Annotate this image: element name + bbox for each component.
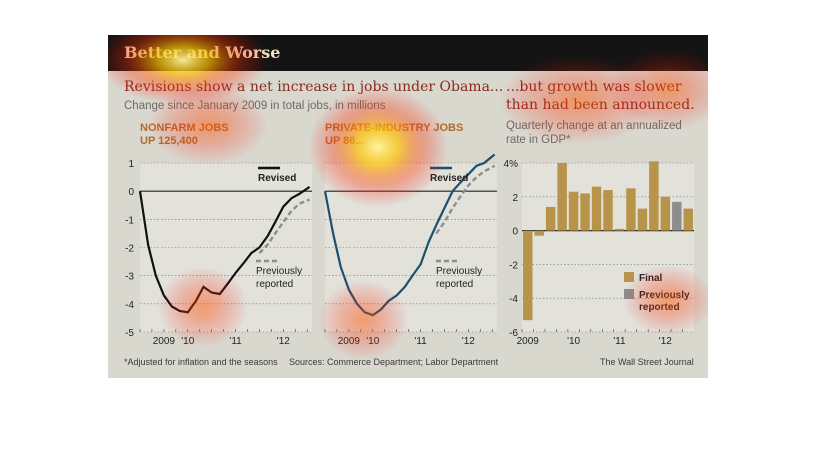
nonfarm-y-tick-label: -4	[125, 300, 134, 311]
private-legend-label-previous-1: Previously	[436, 266, 482, 277]
credit: The Wall Street Journal	[600, 357, 694, 367]
gdp-x-tick-label: '12	[659, 336, 672, 347]
gdp-bar	[683, 208, 693, 231]
nonfarm-series-line-previous	[258, 198, 311, 254]
gdp-bar	[649, 161, 659, 231]
charts-svg: -5 -4 -3 -2 -1 0 1 2009 '10 '11 '12 Revised Previous…	[125, 153, 694, 347]
private-x-tick-label: '11	[414, 336, 427, 347]
nonfarm-legend-label-previous-2: reported	[256, 279, 293, 290]
gdp-x-tick-label: '10	[567, 336, 580, 347]
nonfarm-y-tick-label: 0	[128, 187, 134, 198]
gdp-bar	[591, 186, 602, 231]
nonfarm-y-tick-label: 1	[128, 159, 134, 170]
private-x-tick-label: '12	[462, 336, 475, 347]
nonfarm-y-tick-label: -5	[125, 328, 134, 339]
gdp-y-tick-label: 4%	[504, 159, 519, 170]
nonfarm-x-tick-label: '11	[229, 336, 242, 347]
gdp-bar	[626, 188, 636, 231]
gdp-bar	[545, 206, 556, 231]
gdp-legend-label-final: Final	[639, 273, 663, 284]
gdp-bar	[637, 208, 648, 231]
gdp-y-tick-label: -2	[509, 260, 518, 271]
gdp-bar	[603, 190, 613, 231]
private-legend-label-previous-2: reported	[436, 279, 473, 290]
gdp-y-tick-label: 2	[512, 193, 518, 204]
gdp-legend-label-previous-2: reported	[639, 302, 680, 313]
gdp-bar	[672, 201, 682, 231]
nonfarm-x-tick-label: '10	[181, 336, 194, 347]
gdp-bar	[614, 228, 625, 231]
private-x-tick-label: '10	[366, 336, 379, 347]
chart-graphic: Better and Worse Revisions show a net in…	[108, 35, 708, 378]
nonfarm-legend-label-previous-1: Previously	[256, 266, 302, 277]
private-x-tick-label: 2009	[338, 336, 361, 347]
gdp-y-tick-label: 0	[512, 227, 518, 238]
nonfarm-x-tick-label: '12	[277, 336, 290, 347]
gdp-legend-swatch-previous	[624, 289, 634, 299]
nonfarm-legend-label-revised: Revised	[258, 173, 296, 184]
gdp-bar	[568, 191, 579, 231]
private-legend-label-revised: Revised	[430, 173, 468, 184]
nonfarm-y-tick-label: -2	[125, 244, 134, 255]
nonfarm-y-tick-label: -3	[125, 272, 134, 283]
gdp-x-tick-label: 2009	[517, 336, 540, 347]
footnote: *Adjusted for inflation and the seasons	[124, 357, 278, 367]
private-series-line-previous	[435, 164, 496, 235]
gdp-bar	[523, 230, 533, 321]
nonfarm-y-tick-label: -1	[125, 215, 134, 226]
gdp-legend-swatch-final	[624, 272, 634, 282]
sources: Sources: Commerce Department; Labor Depa…	[289, 357, 499, 367]
gdp-y-tick-label: -6	[509, 328, 518, 339]
gdp-bar	[557, 163, 567, 231]
gdp-bar	[534, 230, 544, 236]
nonfarm-x-tick-label: 2009	[153, 336, 176, 347]
gdp-bar	[580, 193, 590, 231]
gdp-y-tick-label: -4	[509, 294, 518, 305]
gdp-x-tick-label: '11	[613, 336, 626, 347]
gdp-legend-label-previous-1: Previously	[639, 290, 690, 301]
gdp-bar	[660, 196, 671, 231]
